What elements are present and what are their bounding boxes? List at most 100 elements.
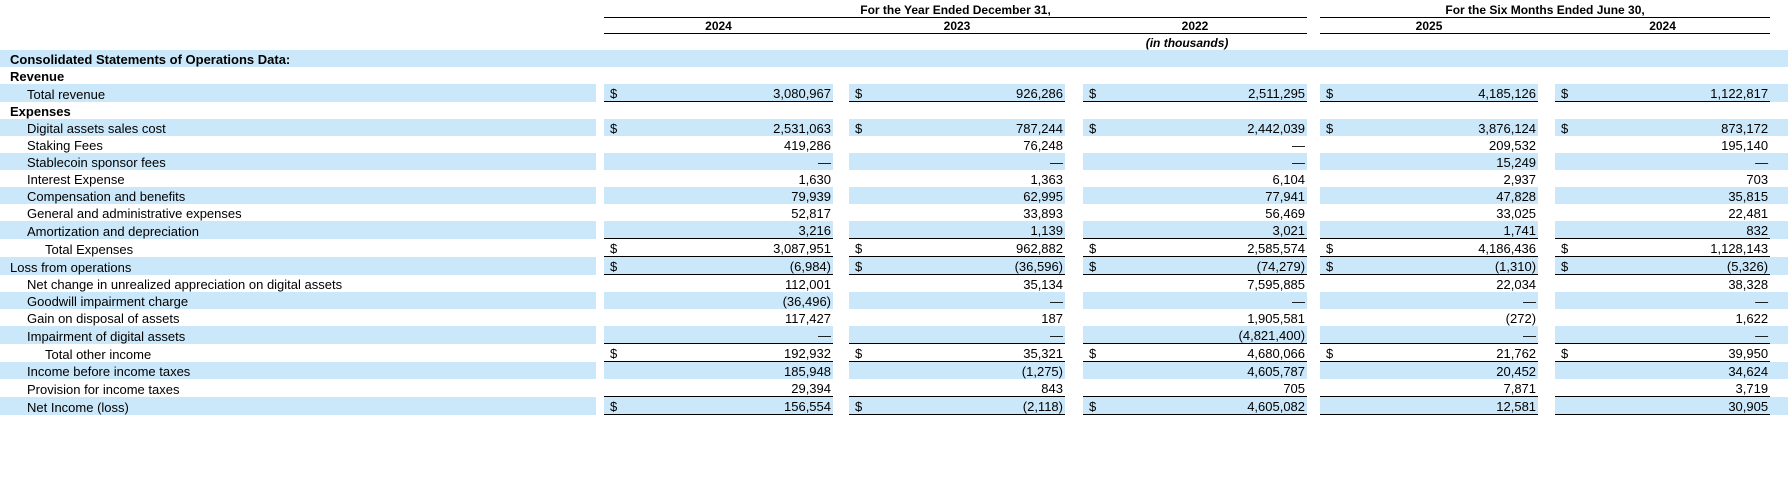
dollar-sign	[1083, 292, 1107, 309]
row-trailing	[1770, 396, 1788, 415]
column-gap	[1307, 326, 1320, 344]
year-header-2025: 2025	[1320, 17, 1539, 34]
row-trailing	[1770, 256, 1788, 275]
header-spacer	[596, 3, 604, 18]
value-cell: —	[1579, 153, 1771, 170]
value-cell: 1,905,581	[1247, 311, 1306, 326]
column-gap	[1307, 221, 1320, 239]
column-gap	[833, 275, 849, 293]
gain-on-disposal-of-assets-row: Gain on disposal of assets 117,427 187 1,90…	[0, 309, 1788, 326]
row-trailing	[1770, 204, 1788, 221]
value-cell: —	[873, 326, 1065, 344]
dollar-sign: $	[604, 119, 628, 136]
value-cell: —	[873, 153, 1065, 170]
column-gap	[1538, 397, 1555, 415]
general-and-administrative-expenses-label: General and administrative expenses	[27, 206, 242, 221]
header-spacer	[1770, 18, 1788, 34]
header-spacer	[0, 18, 596, 34]
column-gap	[1307, 362, 1320, 380]
general-and-administrative-expenses-row: General and administrative expenses 52,81…	[0, 204, 1788, 221]
value-cell: (36,596)	[873, 256, 1065, 275]
units-row: (in thousands)	[0, 34, 1788, 51]
value-cell: (1,310)	[1344, 256, 1539, 275]
dollar-sign	[1320, 221, 1345, 239]
dollar-sign	[1083, 221, 1107, 239]
column-gap	[833, 170, 849, 187]
column-gap	[833, 397, 849, 415]
column-gap	[1538, 379, 1555, 397]
dollar-sign	[849, 309, 873, 326]
dollar-sign	[1555, 396, 1580, 415]
dollar-sign	[1320, 275, 1344, 293]
value-cell: 2,531,063	[628, 119, 833, 136]
column-gap	[1538, 326, 1555, 344]
column-gap	[596, 239, 604, 257]
value-cell: 77,941	[1107, 187, 1308, 204]
column-gap	[596, 257, 604, 275]
column-gap	[1065, 362, 1083, 380]
value-cell: 47,828	[1344, 187, 1539, 204]
value-cell: 38,328	[1728, 277, 1769, 292]
dollar-sign	[1555, 361, 1580, 379]
column-gap	[1307, 84, 1320, 102]
dollar-sign: $	[604, 256, 628, 275]
amortization-and-depreciation-label: Amortization and depreciation	[0, 221, 596, 239]
dollar-sign	[1555, 170, 1579, 187]
value-cell: 33,893	[1023, 206, 1063, 221]
dollar-sign	[849, 204, 873, 221]
digital-assets-sales-cost-row: Digital assets sales cost $2,531,063 $787,…	[0, 119, 1788, 136]
column-gap	[1307, 119, 1320, 136]
value-cell: 209,532	[1489, 138, 1537, 153]
column-gap	[1538, 257, 1555, 275]
header-spacer	[596, 18, 604, 34]
dollar-sign	[1555, 187, 1580, 204]
dollar-sign	[849, 170, 873, 187]
row-trailing	[1770, 361, 1788, 379]
dollar-sign	[849, 187, 873, 204]
column-gap	[833, 257, 849, 275]
value-cell: 1,139	[873, 221, 1065, 239]
value-cell: 1,630	[798, 172, 831, 187]
value-cell: —	[1579, 326, 1771, 344]
value-cell: 34,624	[1579, 361, 1771, 379]
dollar-sign: $	[849, 343, 873, 362]
dollar-sign: $	[849, 396, 873, 415]
column-gap	[1065, 136, 1083, 153]
dollar-sign	[1083, 379, 1107, 397]
dollar-sign	[1555, 153, 1580, 170]
revenue-heading-row: Revenue	[0, 67, 1788, 84]
dollar-sign: $	[1320, 84, 1345, 102]
dollar-sign: $	[849, 84, 873, 102]
dollar-sign	[1083, 153, 1107, 170]
column-gap	[596, 204, 604, 221]
header-spacer	[1538, 17, 1556, 34]
value-cell: 7,871	[1344, 379, 1539, 397]
column-gap	[833, 84, 849, 102]
column-gap	[596, 187, 604, 204]
dollar-sign	[604, 153, 628, 170]
value-cell: (272)	[1505, 311, 1537, 326]
column-gap	[1307, 153, 1320, 170]
column-gap	[1065, 204, 1083, 221]
row-trailing	[1770, 136, 1788, 153]
dollar-sign	[1083, 170, 1107, 187]
value-cell: 52,817	[791, 206, 831, 221]
value-cell: 843	[873, 379, 1065, 397]
value-cell: 22,034	[1496, 277, 1537, 292]
value-cell: —	[1579, 292, 1771, 309]
value-cell: 3,021	[1107, 221, 1308, 239]
column-gap	[1538, 275, 1555, 293]
operations-data-table: For the Year Ended December 31, For the …	[0, 3, 1788, 415]
compensation-and-benefits-label: Compensation and benefits	[0, 187, 596, 204]
column-gap	[1307, 292, 1320, 309]
row-trailing	[1770, 119, 1788, 136]
column-gap	[1307, 397, 1320, 415]
value-cell: 112,001	[784, 277, 831, 292]
column-gap	[1307, 257, 1320, 275]
column-gap	[596, 362, 604, 380]
dollar-sign	[1320, 326, 1345, 344]
header-spacer	[0, 3, 596, 18]
year-header-row: 2024 2023 2022 2025 2024	[0, 17, 1788, 34]
dollar-sign	[1555, 221, 1580, 239]
